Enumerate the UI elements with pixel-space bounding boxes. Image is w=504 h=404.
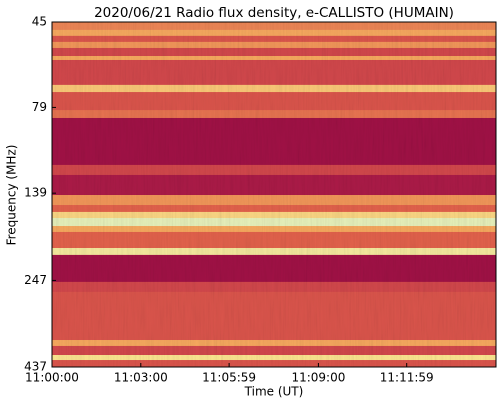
plot-frame: [51, 21, 497, 368]
y-tick-label: 45: [32, 15, 47, 29]
y-axis-label: Frequency (MHz): [5, 145, 19, 246]
y-tick-label: 139: [24, 186, 47, 200]
x-tick-label: 11:09:00: [291, 371, 345, 385]
y-tick-label: 247: [24, 273, 47, 287]
x-tick-label: 11:00:00: [25, 371, 79, 385]
y-tick-label: 79: [32, 100, 47, 114]
x-tick-label: 11:11:59: [380, 371, 434, 385]
y-tick-label: 437: [24, 360, 47, 374]
texture: [52, 22, 496, 367]
x-tick-label: 11:03:00: [114, 371, 168, 385]
chart-title: 2020/06/21 Radio flux density, e-CALLIST…: [94, 5, 454, 21]
x-tick-label: 11:05:59: [202, 371, 256, 385]
x-axis-label: Time (UT): [244, 385, 304, 399]
